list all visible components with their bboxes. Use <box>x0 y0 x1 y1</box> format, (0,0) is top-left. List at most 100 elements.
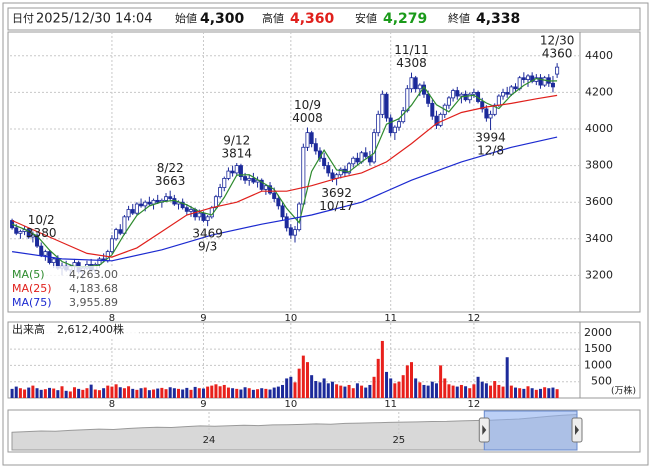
navigator-handle[interactable] <box>571 417 583 443</box>
annotation-date: 12/30 <box>540 34 575 48</box>
y-tick-label: 4400 <box>585 49 613 62</box>
candle-body <box>122 216 127 234</box>
volume-bar <box>509 385 513 398</box>
candle-body <box>430 102 435 117</box>
volume-bar <box>414 378 418 398</box>
legend-name: MA(5) <box>12 268 45 281</box>
volume-bar <box>127 386 131 398</box>
volume-bar <box>405 365 409 398</box>
candle-body <box>18 231 23 234</box>
y-tick-label: 3400 <box>585 232 613 245</box>
candle-body <box>363 152 368 157</box>
candle-body <box>301 146 306 205</box>
legend-name: MA(25) <box>12 282 52 295</box>
volume-bar <box>164 389 168 398</box>
volume-bar <box>530 388 534 398</box>
field-value: 4,279 <box>383 11 427 27</box>
candle-body <box>455 90 460 97</box>
candle-body <box>284 216 289 229</box>
candle-body <box>446 97 451 106</box>
volume-bar <box>168 387 172 398</box>
candle-body <box>384 93 389 119</box>
date: 2025/12/30 14:04 <box>36 12 153 27</box>
candle-body <box>272 192 277 199</box>
volume-bar <box>459 384 463 398</box>
candle-body <box>268 185 273 194</box>
candle-body <box>10 220 15 229</box>
y-tick-label: 4000 <box>585 122 613 135</box>
handle-grip <box>575 425 579 435</box>
candle-body <box>505 91 510 95</box>
volume-tick-label: 500 <box>591 375 612 388</box>
candle-body <box>459 93 464 97</box>
volume-bar <box>430 381 434 398</box>
y-tick-label: 3200 <box>585 268 613 281</box>
volume-bar <box>231 388 235 398</box>
x-tick-label: 10 <box>284 399 297 410</box>
volume-bar <box>505 357 509 398</box>
annotation-value: 3663 <box>155 174 186 188</box>
volume-bar <box>147 390 151 398</box>
volume-bar <box>60 386 64 398</box>
volume-bar <box>393 383 397 398</box>
candle-body <box>143 201 148 207</box>
date-label: 日付 <box>12 12 34 25</box>
volume-bar <box>538 388 542 398</box>
volume-bar <box>218 386 222 398</box>
candle-body <box>251 178 256 183</box>
volume-bar <box>81 389 85 398</box>
volume-bar <box>256 389 260 398</box>
candle-body <box>496 95 501 106</box>
volume-header-bg <box>9 323 139 337</box>
candle-body <box>164 196 169 201</box>
annotation-value: 4308 <box>396 56 427 70</box>
volume-bar <box>197 388 201 398</box>
field-label: 安値 <box>355 11 377 25</box>
field-value: 4,300 <box>200 11 245 27</box>
annotation-value: 3380 <box>26 226 57 240</box>
candle-body <box>51 258 56 263</box>
volume-bar <box>210 385 214 398</box>
volume-bar <box>43 389 47 398</box>
navigator-handle[interactable] <box>478 417 490 443</box>
volume-bar <box>380 340 384 398</box>
volume-bar <box>206 386 210 398</box>
candle-body <box>118 229 123 234</box>
annotation-value: 3814 <box>221 147 252 161</box>
volume-bar <box>23 389 27 398</box>
x-tick-label: 11 <box>384 313 397 324</box>
volume-bar <box>480 381 484 398</box>
annotation-date: 10/9 <box>294 98 321 112</box>
volume-bar <box>276 386 280 398</box>
candle-body <box>276 198 281 207</box>
volume-bar <box>251 389 255 398</box>
volume-bar <box>264 388 268 398</box>
legend-value: 4,183.68 <box>69 282 118 295</box>
navigator-window <box>483 410 578 451</box>
annotation-value: 4360 <box>542 47 573 61</box>
candle-body <box>338 168 343 176</box>
volume-bar <box>493 381 497 398</box>
candle-body <box>376 113 381 134</box>
volume-bar <box>243 387 247 398</box>
volume-bar <box>177 388 181 398</box>
volume-tick-label: 1500 <box>584 342 612 355</box>
candle-body <box>509 86 514 95</box>
volume-bar <box>476 376 480 398</box>
candle-body <box>550 82 555 88</box>
candle-body <box>43 251 48 256</box>
candle-body <box>434 115 439 126</box>
annotation-value: 3994 <box>475 131 506 145</box>
volume-bar <box>439 365 443 398</box>
volume-bar <box>518 388 522 398</box>
volume-bar <box>131 388 135 398</box>
candle-body <box>538 77 543 86</box>
candle-body <box>230 170 235 174</box>
candle-body <box>247 178 252 181</box>
navigator-tick-label: 25 <box>392 435 405 446</box>
candle-body <box>30 234 35 238</box>
volume-bar <box>368 384 372 398</box>
volume-bar <box>543 387 547 398</box>
volume-bar <box>189 389 193 398</box>
volume-total: 2,612,400株 <box>57 322 124 336</box>
